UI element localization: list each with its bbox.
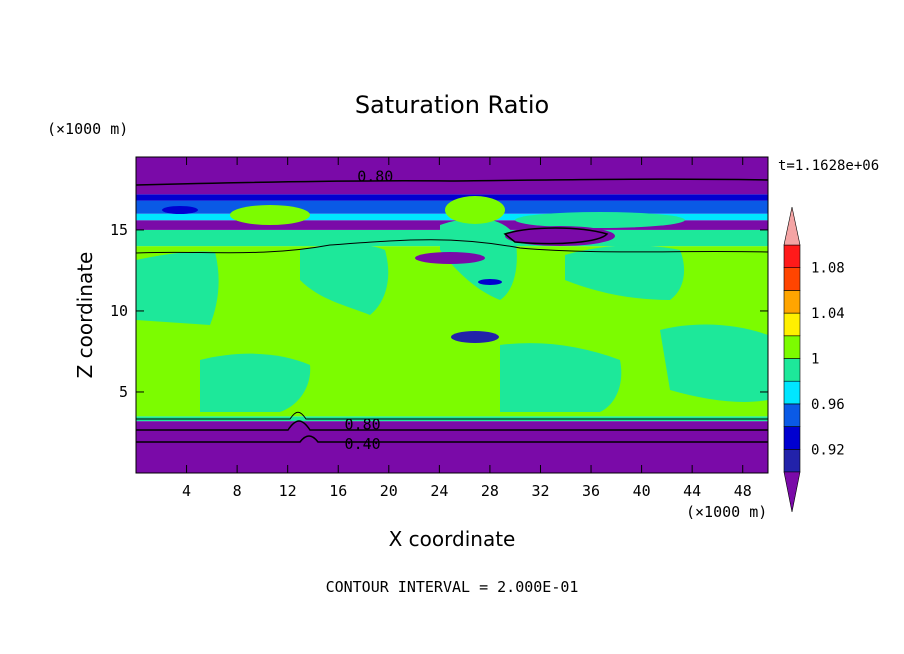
contour-line-100: [136, 239, 768, 254]
colorbar-label-0: 0.92: [811, 442, 845, 458]
colorbar-segment-2: [783, 403, 801, 427]
contour-line-080-upper: [136, 178, 768, 186]
contour-line-lower-1: [136, 411, 768, 420]
cloud-region-6: [500, 343, 622, 412]
colorbar-segment-5: [783, 335, 801, 359]
dark-patch-2: [415, 252, 485, 264]
contour-label-2: 0.40: [345, 435, 381, 453]
x-tick-label-10: 44: [683, 482, 701, 500]
contour-interval-footer: CONTOUR INTERVAL = 2.000E-01: [326, 578, 579, 596]
y-tick-label-1: 10: [110, 302, 128, 320]
cloud-region-4: [565, 245, 685, 300]
dark-patch-1: [451, 331, 499, 343]
dark-patch-3: [478, 279, 502, 285]
x-tick-label-1: 8: [233, 482, 242, 500]
x-tick-label-0: 4: [182, 482, 191, 500]
x-tick-label-2: 12: [279, 482, 297, 500]
y-tick-label-2: 15: [110, 221, 128, 239]
time-label: t=1.1628e+06: [778, 158, 879, 174]
x-tick-label-3: 16: [329, 482, 347, 500]
y-tick-label-0: 5: [119, 383, 128, 401]
contour-label-1: 0.80: [345, 415, 381, 433]
cloud-region-2: [300, 244, 389, 315]
colorbar-label-4: 1.08: [811, 261, 845, 277]
contour-line-080-lower: [136, 420, 768, 431]
colorbar-segment-7: [783, 290, 801, 314]
band-7: [136, 194, 768, 201]
chart-title: Saturation Ratio: [355, 91, 549, 119]
colorbar-segment-6: [783, 312, 801, 337]
cloud-region-1: [136, 251, 219, 325]
contour-line-040: [136, 435, 768, 443]
x-tick-label-9: 40: [633, 482, 651, 500]
colorbar-segment-8: [783, 267, 801, 291]
colorbar: 0.92 0.96 1 1.04 1.08: [783, 206, 845, 513]
dark-patch-4: [162, 206, 198, 214]
x-tick-label-6: 28: [481, 482, 499, 500]
band-0: [136, 421, 768, 473]
x-tick-label-11: 48: [734, 482, 752, 500]
plot-frame: [135, 156, 769, 474]
upper-island-3: [515, 212, 685, 228]
cloud-region-5: [200, 353, 311, 412]
x-tick-label-8: 36: [582, 482, 600, 500]
plot-area: 0.80 0.80 0.40: [136, 157, 768, 473]
colorbar-label-3: 1.04: [811, 306, 845, 322]
x-axis: 4 8 12 16 20 24 28 32 36 40 44 48: [182, 157, 752, 500]
cloud-region-7: [660, 324, 768, 402]
upper-island-2: [445, 196, 505, 224]
x-unit-label: (×1000 m): [686, 503, 767, 521]
upper-island-1: [230, 205, 310, 225]
colorbar-segment-1: [783, 426, 801, 450]
colorbar-low-arrow: [783, 471, 801, 513]
y-unit-label: (×1000 m): [47, 120, 128, 138]
colorbar-segment-4: [783, 358, 801, 382]
colorbar-segment-3: [783, 380, 801, 405]
colorbar-label-1: 0.96: [811, 397, 845, 413]
y-axis: 5 10 15: [110, 221, 768, 401]
contour-label-0: 0.80: [357, 167, 393, 185]
colorbar-high-arrow: [783, 206, 801, 246]
x-tick-label-4: 20: [380, 482, 398, 500]
colorbar-label-2: 1: [811, 352, 819, 368]
dry-patch-outline: [503, 227, 609, 245]
x-tick-label-7: 32: [531, 482, 549, 500]
band-8: [136, 157, 768, 195]
colorbar-segment-9: [783, 244, 801, 269]
x-axis-label: X coordinate: [389, 527, 516, 551]
y-axis-label: Z coordinate: [73, 252, 97, 379]
colorbar-segment-0: [783, 448, 801, 473]
x-tick-label-5: 24: [430, 482, 448, 500]
